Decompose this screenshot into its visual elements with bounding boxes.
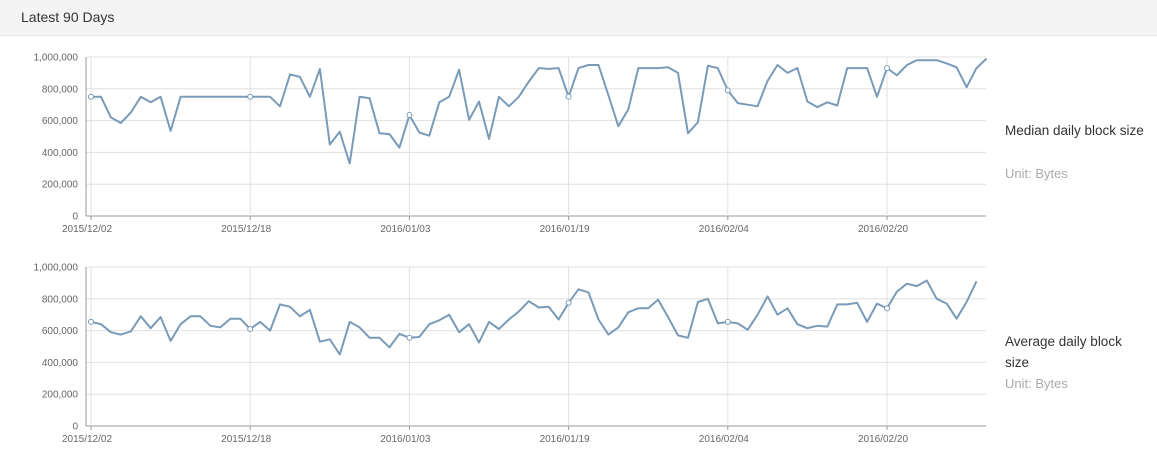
panel-title: Latest 90 Days [21,9,115,25]
average-series-line [90,279,978,356]
average-point[interactable] [724,318,731,325]
median-point[interactable] [884,65,890,72]
median-point[interactable] [406,112,413,119]
average-chart-title: Average daily block size [1005,334,1122,370]
median-chart-unit: Unit: Bytes [1005,166,1068,181]
average-ytick-label: 400,000 [42,358,79,369]
average-ytick-label: 200,000 [42,390,79,401]
median-series-line [91,57,988,165]
median-xtick-label: 2015/12/02 [62,224,112,235]
median-point[interactable] [247,93,254,100]
average-point[interactable] [565,299,572,306]
median-xtick-label: 2016/02/20 [858,224,908,235]
average-xtick-label: 2015/12/18 [221,434,271,445]
average-xtick-label: 2016/02/04 [699,434,749,445]
average-xtick-label: 2016/01/03 [380,434,430,445]
median-ytick-label: 800,000 [42,84,79,95]
median-ytick-label: 600,000 [42,116,79,127]
average-block-size-chart: 0 200,000 400,000 600,000 800,000 1,000,000 20… [34,263,986,445]
average-point[interactable] [406,334,413,341]
median-point[interactable] [88,93,94,100]
average-xtick-label: 2016/01/19 [540,434,590,445]
panel-header: Latest 90 Days [0,0,1157,36]
median-xtick-label: 2016/01/03 [380,224,430,235]
average-xtick-label: 2015/12/02 [62,434,112,445]
median-xtick-label: 2016/02/04 [699,224,749,235]
average-point[interactable] [88,318,94,325]
average-ytick-label: 1,000,000 [34,263,79,274]
median-ytick-label: 400,000 [42,148,79,159]
median-point[interactable] [724,87,731,94]
median-block-size-chart: 0 200,000 400,000 600,000 800,000 1,000,000 20… [34,53,988,235]
median-point[interactable] [565,93,572,100]
average-point[interactable] [884,305,890,312]
average-ytick-label: 800,000 [42,294,79,305]
median-xtick-label: 2016/01/19 [540,224,590,235]
average-ytick-label: 600,000 [42,326,79,337]
average-xtick-label: 2016/02/20 [858,434,908,445]
average-chart-unit: Unit: Bytes [1005,376,1068,391]
average-ytick-label: 0 [72,422,78,433]
median-chart-title: Median daily block size [1005,123,1144,138]
median-ytick-label: 1,000,000 [34,53,79,64]
median-ytick-label: 200,000 [42,180,79,191]
median-xtick-label: 2015/12/18 [221,224,271,235]
median-ytick-label: 0 [72,212,78,223]
average-point[interactable] [247,326,254,333]
